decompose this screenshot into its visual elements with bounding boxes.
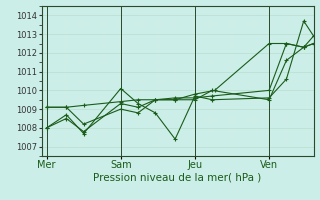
X-axis label: Pression niveau de la mer( hPa ): Pression niveau de la mer( hPa ) (93, 173, 262, 183)
